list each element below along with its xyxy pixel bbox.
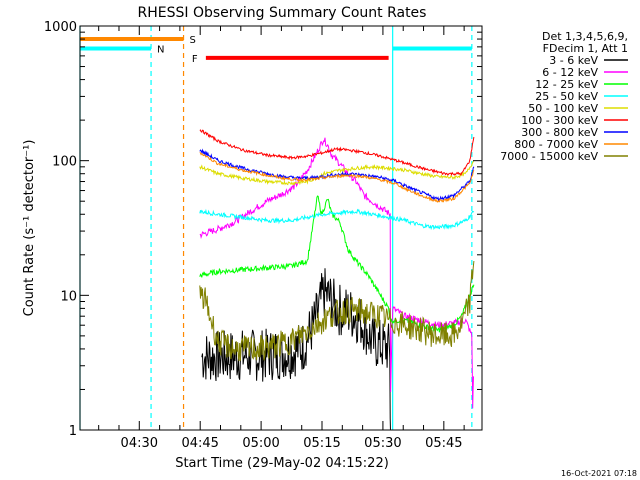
- series-line-9: [199, 260, 475, 362]
- legend-header: FDecim 1, Att 1: [543, 42, 628, 55]
- x-tick-label: 05:00: [242, 436, 279, 451]
- y-tick-label: 1: [69, 424, 77, 439]
- annotation-label: F: [192, 54, 198, 65]
- legend-entry-label: 300 - 800 keV: [521, 126, 598, 139]
- plot-area: S N F 1 10 100 1000 04:30 04:45 05:00 05:15 05:30 05…: [44, 20, 483, 451]
- legend-entry-label: 25 - 50 keV: [535, 90, 598, 103]
- series-line-6: [199, 129, 475, 177]
- series-line-8: [199, 151, 475, 203]
- y-axis-label: Count Rate (s⁻¹ detector⁻¹): [22, 140, 37, 317]
- annotation-label: S: [190, 35, 196, 46]
- series-line-4: [199, 208, 475, 231]
- x-tick-label: 05:15: [303, 436, 340, 451]
- legend-entry-label: 100 - 300 keV: [521, 114, 598, 127]
- y-tick-label: 100: [52, 155, 77, 170]
- legend-entry-label: 3 - 6 keV: [549, 54, 598, 67]
- x-tick-label: 04:30: [121, 436, 158, 451]
- timestamp-stamp: 16-Oct-2021 07:18: [561, 469, 637, 478]
- legend: Det 1,3,4,5,6,9,FDecim 1, Att 13 - 6 keV…: [500, 30, 628, 163]
- chart-title: RHESSI Observing Summary Count Rates: [138, 5, 427, 21]
- legend-entry-label: 800 - 7000 keV: [514, 138, 598, 151]
- legend-entry-label: 7000 - 15000 keV: [500, 150, 598, 163]
- legend-entry-label: 6 - 12 keV: [542, 66, 598, 79]
- legend-entry-label: 50 - 100 keV: [528, 102, 598, 115]
- x-tick-label: 04:45: [181, 436, 218, 451]
- annotation-label: N: [157, 45, 164, 56]
- x-axis-label: Start Time (29-May-02 04:15:22): [175, 456, 389, 471]
- y-tick-label: 10: [60, 289, 77, 304]
- series-line-3: [199, 195, 475, 334]
- plot-frame: [79, 25, 483, 431]
- legend-entry-label: 12 - 25 keV: [535, 78, 598, 91]
- series-line-5: [199, 160, 475, 186]
- x-tick-label: 05:30: [364, 436, 401, 451]
- x-tick-label: 05:45: [425, 436, 462, 451]
- legend-header: Det 1,3,4,5,6,9,: [542, 30, 628, 43]
- y-tick-label: 1000: [44, 20, 77, 35]
